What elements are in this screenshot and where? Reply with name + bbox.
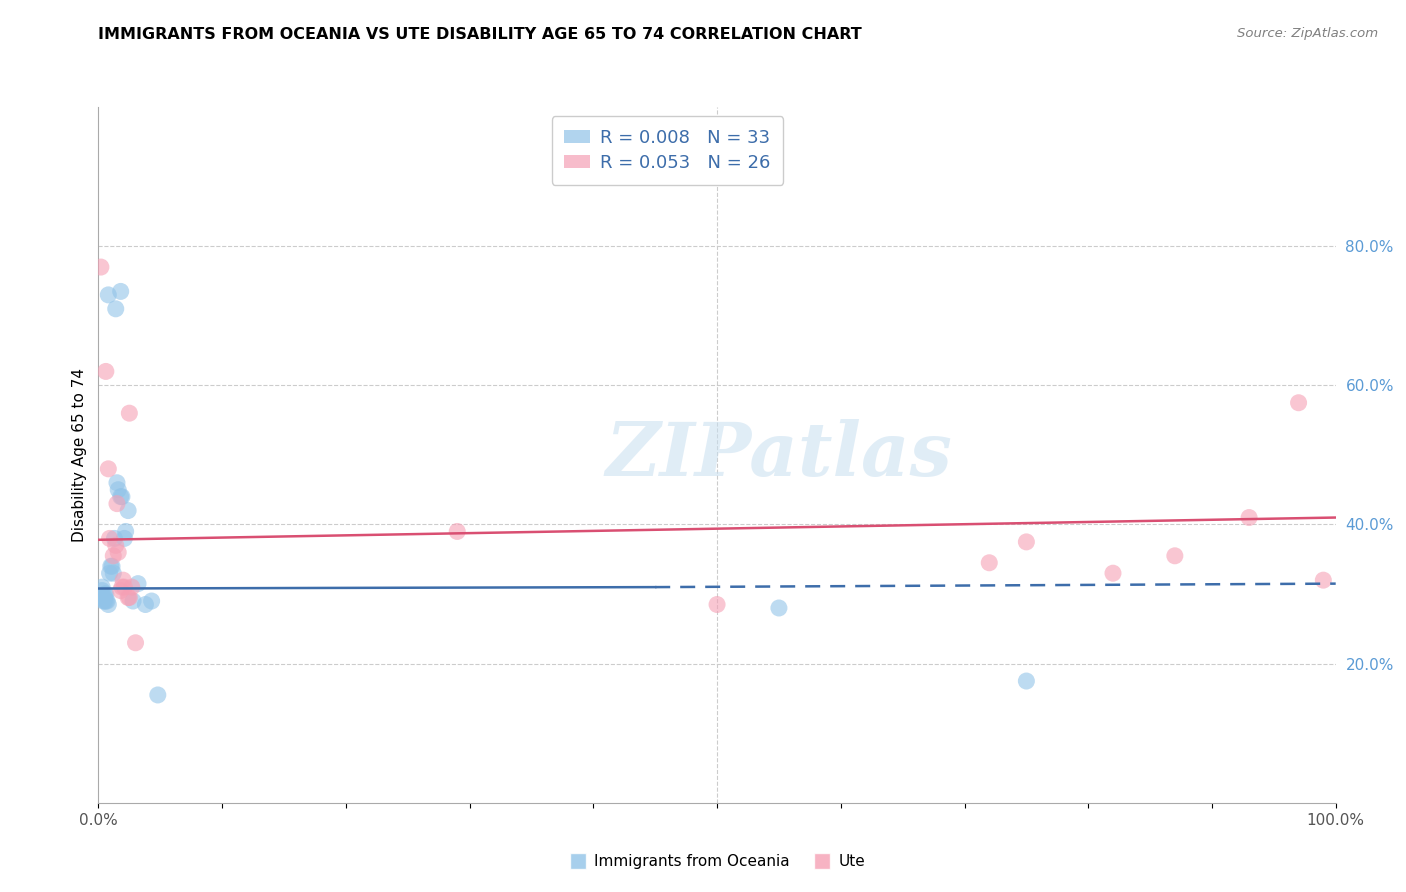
Point bbox=[1288, 396, 1310, 410]
Point bbox=[111, 580, 134, 594]
Point bbox=[117, 503, 139, 517]
Point bbox=[91, 580, 114, 594]
Point bbox=[100, 559, 122, 574]
Point bbox=[105, 475, 128, 490]
Point bbox=[121, 580, 143, 594]
Point bbox=[124, 636, 146, 650]
Text: Source: ZipAtlas.com: Source: ZipAtlas.com bbox=[1237, 27, 1378, 40]
Point bbox=[127, 576, 149, 591]
Point bbox=[146, 688, 169, 702]
Point bbox=[90, 260, 112, 274]
Point bbox=[101, 559, 124, 574]
Point bbox=[97, 462, 120, 476]
Point bbox=[1312, 573, 1334, 587]
Point bbox=[104, 538, 127, 552]
Point bbox=[1164, 549, 1187, 563]
Point bbox=[1237, 510, 1260, 524]
Point bbox=[107, 545, 129, 559]
Point bbox=[112, 580, 135, 594]
Point bbox=[112, 532, 135, 546]
Point bbox=[98, 566, 121, 581]
Legend: Immigrants from Oceania, Ute: Immigrants from Oceania, Ute bbox=[562, 848, 872, 875]
Point bbox=[96, 594, 118, 608]
Point bbox=[446, 524, 468, 539]
Point bbox=[1102, 566, 1125, 581]
Point bbox=[117, 591, 139, 605]
Point bbox=[118, 591, 141, 605]
Point bbox=[1015, 535, 1038, 549]
Point bbox=[93, 594, 115, 608]
Point bbox=[118, 406, 141, 420]
Point bbox=[98, 532, 121, 546]
Point bbox=[91, 583, 114, 598]
Point bbox=[768, 601, 790, 615]
Point bbox=[94, 594, 117, 608]
Y-axis label: Disability Age 65 to 74: Disability Age 65 to 74 bbox=[72, 368, 87, 542]
Point bbox=[103, 566, 125, 581]
Point bbox=[112, 573, 135, 587]
Point bbox=[97, 598, 120, 612]
Point bbox=[103, 532, 125, 546]
Point bbox=[141, 594, 163, 608]
Point bbox=[91, 591, 114, 605]
Point bbox=[103, 549, 125, 563]
Point bbox=[122, 594, 145, 608]
Point bbox=[114, 524, 136, 539]
Point bbox=[110, 285, 132, 299]
Point bbox=[97, 288, 120, 302]
Point bbox=[706, 598, 728, 612]
Point bbox=[111, 490, 134, 504]
Point bbox=[94, 364, 117, 378]
Point bbox=[110, 490, 132, 504]
Text: ZIPatlas: ZIPatlas bbox=[606, 418, 952, 491]
Point bbox=[110, 583, 132, 598]
Point bbox=[105, 497, 128, 511]
Point bbox=[93, 594, 115, 608]
Point bbox=[94, 587, 117, 601]
Point bbox=[134, 598, 156, 612]
Point bbox=[979, 556, 1001, 570]
Point bbox=[104, 301, 127, 316]
Text: IMMIGRANTS FROM OCEANIA VS UTE DISABILITY AGE 65 TO 74 CORRELATION CHART: IMMIGRANTS FROM OCEANIA VS UTE DISABILIT… bbox=[98, 27, 862, 42]
Point bbox=[93, 587, 115, 601]
Point bbox=[107, 483, 129, 497]
Point bbox=[93, 591, 115, 605]
Point bbox=[1015, 674, 1038, 689]
